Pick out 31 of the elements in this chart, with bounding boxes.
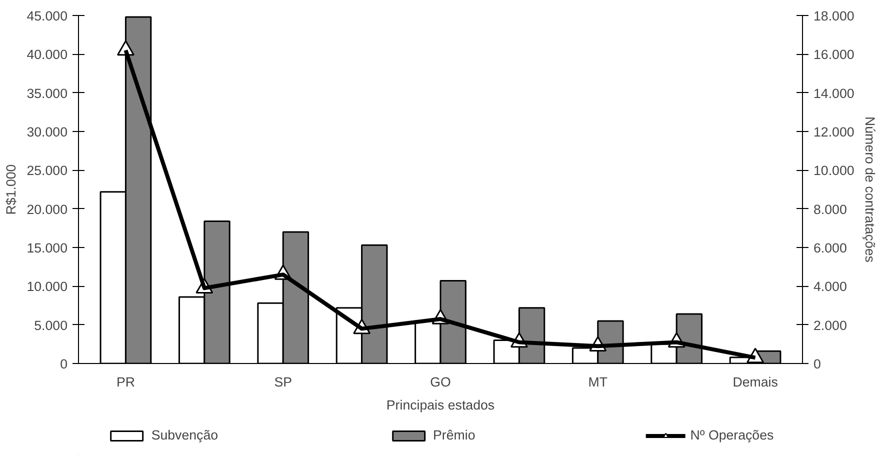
y-tick-label: 25.000 xyxy=(26,163,68,178)
y2-axis-title: Número de contratações xyxy=(862,116,878,263)
y-tick-label: 40.000 xyxy=(26,47,68,62)
y2-tick-label: 2.000 xyxy=(814,318,847,333)
x-tick-label: MT xyxy=(588,374,608,390)
y2-tick-label: 12.000 xyxy=(814,124,854,140)
y-tick-label: 30.000 xyxy=(26,124,68,140)
y-tick-label: 5.000 xyxy=(34,318,68,333)
y2-tick-label: 8.000 xyxy=(814,202,847,217)
legend-label: Prêmio xyxy=(433,428,476,442)
y-tick-label: 15.000 xyxy=(26,240,68,256)
x-tick-label: PR xyxy=(116,374,135,390)
y-tick-label: 10.000 xyxy=(26,279,68,294)
x-tick-label: GO xyxy=(430,374,451,390)
y-axis-title: R$1.000 xyxy=(4,164,19,215)
x-tick-label: Demais xyxy=(732,374,778,390)
y-tick-label: 35.000 xyxy=(26,86,68,101)
y2-tick-label: 14.000 xyxy=(814,86,854,101)
y2-tick-label: 16.000 xyxy=(814,47,854,62)
y2-tick-label: 18.000 xyxy=(814,8,854,24)
x-tick-label: SP xyxy=(274,374,292,390)
x-axis-title: Principais estados xyxy=(386,398,495,412)
y-tick-label: 20.000 xyxy=(26,202,68,217)
y2-tick-label: 6.000 xyxy=(814,240,847,256)
y-tick-label: 45.000 xyxy=(26,8,68,24)
y2-tick-label: 10.000 xyxy=(814,163,854,178)
y2-tick-label: 0 xyxy=(814,356,821,372)
y-tick-label: 0 xyxy=(60,356,68,372)
legend-label: Subvenção xyxy=(151,428,218,442)
y2-tick-label: 4.000 xyxy=(814,279,847,294)
legend-label: Nº Operações xyxy=(690,428,774,442)
